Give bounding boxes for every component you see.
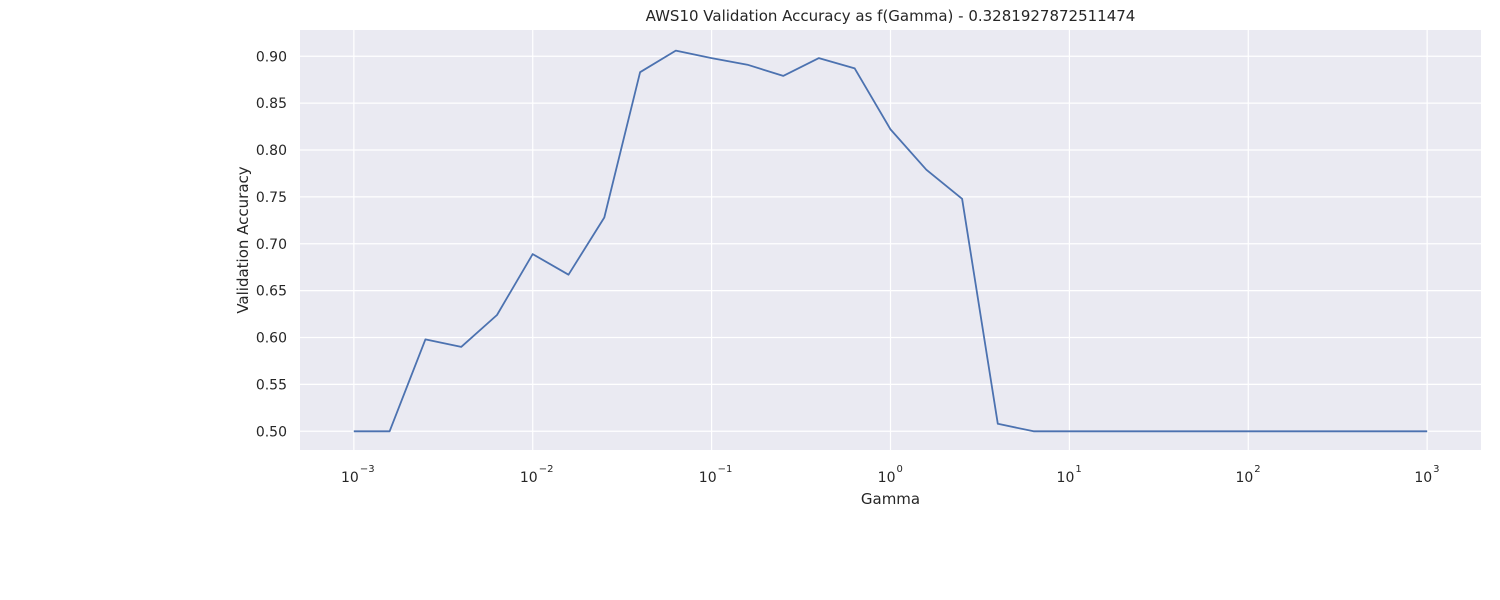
x-tick-base: 10 — [699, 470, 717, 486]
x-tick-exponent: −1 — [718, 464, 733, 475]
y-tick-label: 0.70 — [256, 237, 287, 253]
x-tick-exponent: 0 — [897, 464, 903, 475]
x-tick-label: 10−3 — [341, 464, 375, 486]
x-tick-exponent: −2 — [539, 464, 554, 475]
x-tick-label: 103 — [1414, 464, 1439, 486]
series-line — [353, 49, 1428, 433]
y-tick-label: 0.90 — [256, 49, 287, 65]
chart-title: AWS10 Validation Accuracy as f(Gamma) - … — [646, 7, 1136, 25]
x-axis-label: Gamma — [861, 490, 920, 508]
x-tick-label: 102 — [1235, 464, 1260, 486]
x-tick-label: 100 — [878, 464, 903, 486]
y-tick-label: 0.80 — [256, 143, 287, 159]
y-tick-label: 0.55 — [256, 377, 287, 393]
grid-lines — [300, 30, 1481, 450]
y-tick-label: 0.75 — [256, 190, 287, 206]
y-axis-label: Validation Accuracy — [234, 166, 252, 313]
x-tick-label: 101 — [1057, 464, 1082, 486]
x-tick-exponent: −3 — [360, 464, 375, 475]
x-tick-base: 10 — [1057, 470, 1075, 486]
x-tick-exponent: 1 — [1075, 464, 1081, 475]
y-tick-label: 0.85 — [256, 96, 287, 112]
series-layer — [353, 49, 1428, 433]
x-tick-exponent: 2 — [1254, 464, 1260, 475]
x-tick-base: 10 — [878, 470, 896, 486]
x-tick-base: 10 — [1235, 470, 1253, 486]
x-tick-label: 10−2 — [520, 464, 554, 486]
x-tick-base: 10 — [341, 470, 359, 486]
y-tick-label: 0.50 — [256, 424, 287, 440]
x-tick-base: 10 — [520, 470, 538, 486]
y-tick-label: 0.60 — [256, 331, 287, 347]
x-tick-exponent: 3 — [1433, 464, 1439, 475]
x-tick-label: 10−1 — [699, 464, 733, 486]
y-tick-label: 0.65 — [256, 284, 287, 300]
y-axis-ticks: 0.50 0.55 0.60 0.65 0.70 0.75 0.80 0.85 0.90 — [256, 49, 287, 440]
x-tick-base: 10 — [1414, 470, 1432, 486]
